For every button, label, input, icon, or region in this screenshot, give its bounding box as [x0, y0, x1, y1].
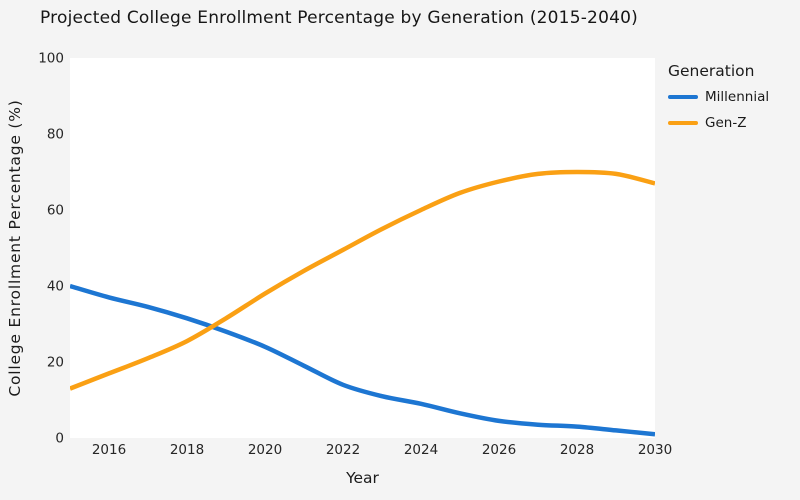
plot-area [70, 58, 655, 438]
x-tick-label: 2030 [638, 442, 672, 458]
y-tick-label: 60 [47, 203, 64, 219]
x-tick-label: 2022 [326, 442, 360, 458]
legend-label: Millennial [705, 89, 770, 105]
series-line-gen-z [70, 169, 655, 391]
y-tick-label: 100 [38, 51, 64, 67]
y-tick-label: 80 [47, 127, 64, 143]
x-tick-label: 2018 [170, 442, 204, 458]
x-tick-label: 2028 [560, 442, 594, 458]
y-tick-label: 40 [47, 279, 64, 295]
legend-line-swatch-genz [668, 120, 698, 126]
legend-item-genz[interactable]: Gen-Z [668, 115, 769, 131]
y-tick-label: 0 [55, 431, 64, 447]
chart-title: Projected College Enrollment Percentage … [40, 8, 638, 28]
y-tick-label: 20 [47, 355, 64, 371]
x-tick-label: 2026 [482, 442, 516, 458]
legend: Generation Millennial Gen-Z [668, 62, 769, 141]
legend-label: Gen-Z [705, 115, 747, 131]
y-axis-title: College Enrollment Percentage (%) [6, 99, 24, 396]
legend-title: Generation [668, 62, 755, 80]
series-line-millennial [70, 283, 655, 437]
x-tick-label: 2020 [248, 442, 282, 458]
x-axis-title: Year [345, 469, 379, 487]
x-tick-label: 2024 [404, 442, 438, 458]
legend-item-millennial[interactable]: Millennial [668, 89, 769, 105]
x-tick-label: 2016 [92, 442, 126, 458]
legend-line-swatch-millennial [668, 94, 698, 100]
